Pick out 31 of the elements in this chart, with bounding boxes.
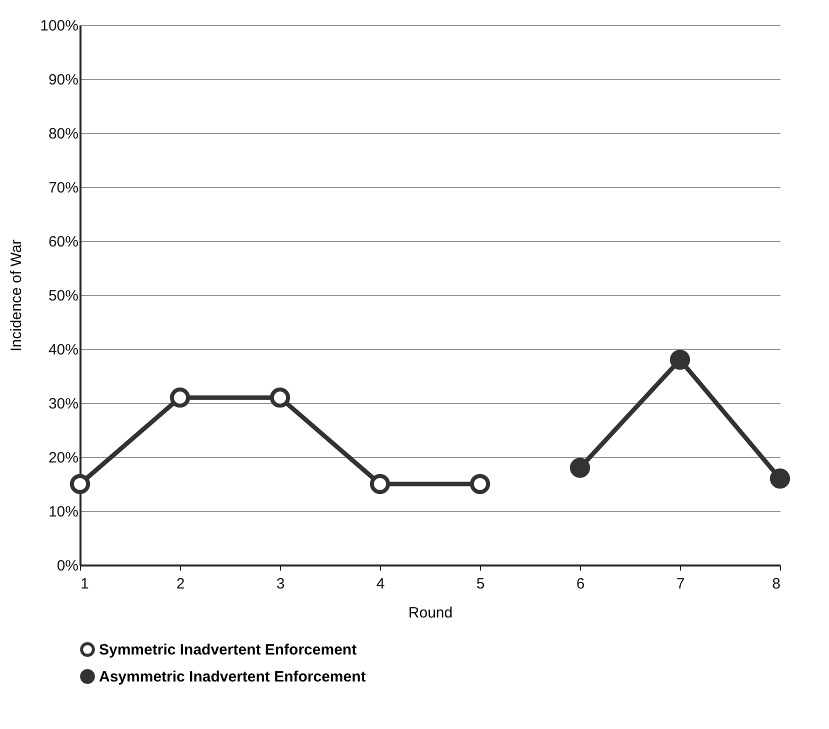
point	[670, 350, 690, 370]
y-tick-label: 20%	[48, 450, 78, 466]
point	[70, 474, 90, 494]
y-tick-label: 80%	[48, 126, 78, 142]
y-tick-label: 10%	[48, 504, 78, 520]
x-tick-label: 4	[376, 576, 385, 592]
y-tick-label: 50%	[48, 288, 78, 304]
x-axis-title: Round	[408, 604, 453, 622]
y-tick-label: 60%	[48, 234, 78, 250]
y-tick-label: 90%	[48, 72, 78, 88]
x-tick-label: 5	[476, 576, 485, 592]
x-tick-label: 6	[576, 576, 585, 592]
legend-label: Asymmetric Inadvertent Enforcement	[99, 668, 366, 686]
y-tick-label: 0%	[56, 558, 78, 574]
x-tick-label: 2	[176, 576, 185, 592]
y-tick-label: 40%	[48, 342, 78, 358]
point	[570, 458, 590, 478]
point	[270, 388, 290, 408]
x-tick-label: 7	[676, 576, 685, 592]
y-axis-title: Incidence of War	[8, 240, 26, 352]
x-tick-label: 1	[80, 576, 89, 592]
legend-label: Symmetric Inadvertent Enforcement	[99, 642, 357, 658]
x-tick-label: 3	[276, 576, 285, 592]
point	[770, 468, 790, 489]
x-tick-label: 8	[772, 576, 780, 592]
y-tick-label: 100%	[40, 18, 78, 34]
y-tick-label: 30%	[48, 396, 78, 412]
point	[470, 474, 490, 494]
point	[370, 474, 390, 494]
point	[170, 388, 190, 408]
y-tick-label: 70%	[48, 180, 78, 196]
